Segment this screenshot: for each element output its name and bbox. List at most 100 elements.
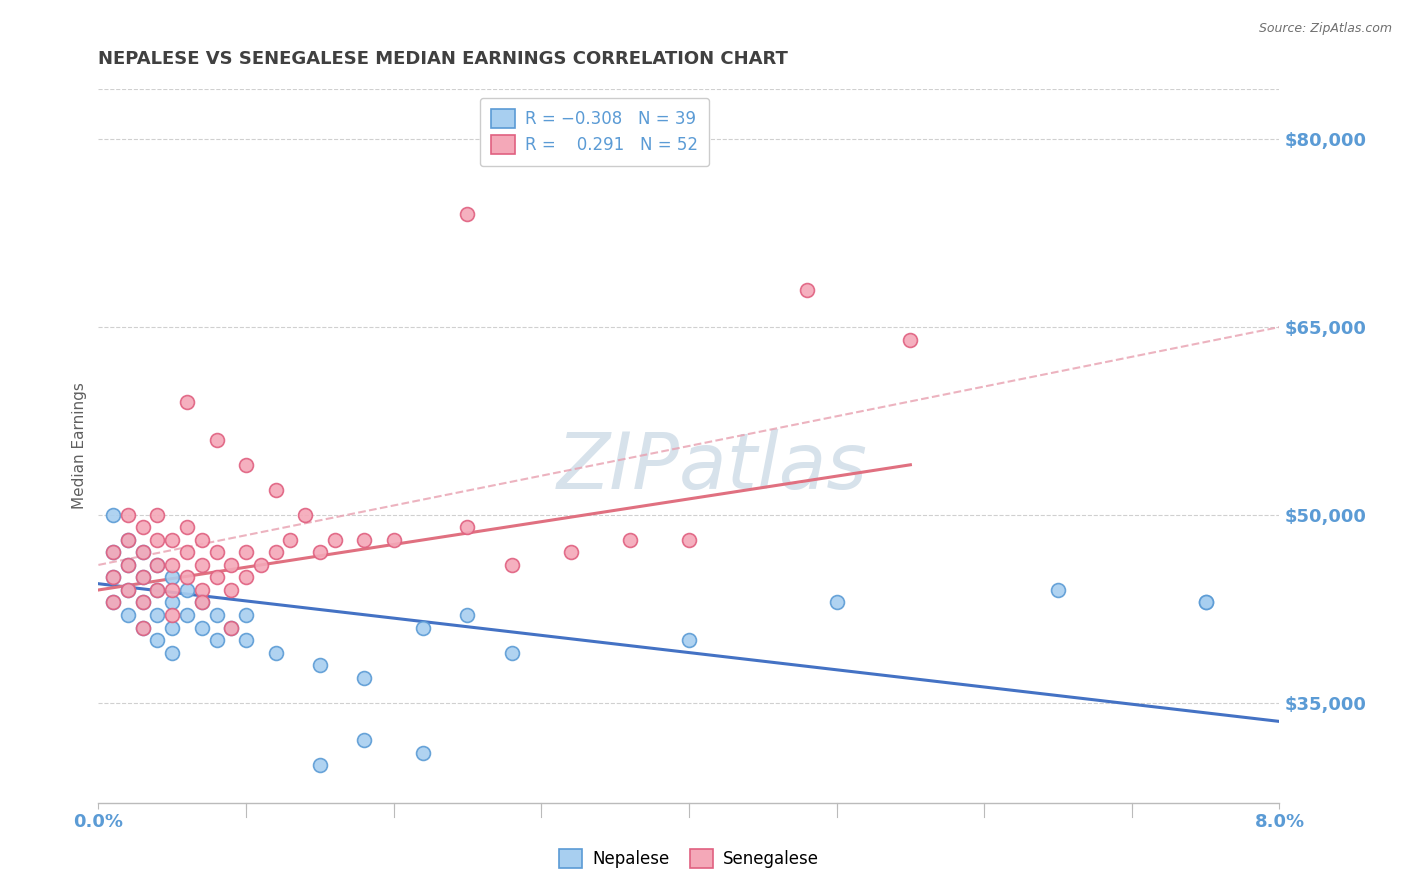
Point bbox=[117, 582, 139, 597]
Point bbox=[162, 570, 183, 584]
Point bbox=[103, 508, 125, 522]
Point bbox=[250, 558, 273, 572]
Point bbox=[501, 646, 523, 660]
Point bbox=[191, 533, 214, 547]
Point bbox=[103, 595, 125, 609]
Point bbox=[103, 570, 125, 584]
Point bbox=[176, 520, 198, 534]
Point bbox=[235, 545, 257, 559]
Point bbox=[146, 533, 169, 547]
Point bbox=[294, 508, 316, 522]
Point bbox=[221, 558, 243, 572]
Point bbox=[162, 646, 183, 660]
Point bbox=[457, 207, 479, 221]
Point bbox=[162, 533, 183, 547]
Point bbox=[176, 582, 198, 597]
Y-axis label: Median Earnings: Median Earnings bbox=[72, 383, 87, 509]
Point bbox=[176, 607, 198, 622]
Text: ZIPatlas: ZIPatlas bbox=[557, 429, 868, 506]
Point bbox=[132, 570, 155, 584]
Point bbox=[309, 545, 332, 559]
Point bbox=[191, 621, 214, 635]
Point bbox=[146, 582, 169, 597]
Legend: Nepalese, Senegalese: Nepalese, Senegalese bbox=[547, 838, 831, 880]
Point bbox=[501, 558, 523, 572]
Point bbox=[264, 545, 287, 559]
Point bbox=[309, 758, 332, 772]
Point bbox=[132, 520, 155, 534]
Point bbox=[264, 646, 287, 660]
Text: NEPALESE VS SENEGALESE MEDIAN EARNINGS CORRELATION CHART: NEPALESE VS SENEGALESE MEDIAN EARNINGS C… bbox=[98, 50, 789, 68]
Point bbox=[457, 520, 479, 534]
Point bbox=[103, 595, 125, 609]
Point bbox=[191, 595, 214, 609]
Point bbox=[117, 582, 139, 597]
Point bbox=[146, 633, 169, 648]
Point bbox=[1046, 582, 1070, 597]
Point bbox=[235, 633, 257, 648]
Point bbox=[191, 595, 214, 609]
Point bbox=[117, 533, 139, 547]
Point bbox=[176, 395, 198, 409]
Point bbox=[280, 533, 302, 547]
Point bbox=[221, 621, 243, 635]
Point bbox=[560, 545, 582, 559]
Point bbox=[412, 621, 434, 635]
Point bbox=[235, 570, 257, 584]
Point bbox=[132, 545, 155, 559]
Point bbox=[205, 433, 228, 447]
Point bbox=[412, 746, 434, 760]
Point bbox=[353, 733, 375, 747]
Point bbox=[205, 633, 228, 648]
Point bbox=[205, 570, 228, 584]
Point bbox=[162, 607, 183, 622]
Point bbox=[235, 607, 257, 622]
Point bbox=[796, 283, 818, 297]
Point bbox=[1195, 595, 1218, 609]
Point bbox=[117, 508, 139, 522]
Point bbox=[146, 558, 169, 572]
Text: Source: ZipAtlas.com: Source: ZipAtlas.com bbox=[1258, 22, 1392, 36]
Point bbox=[132, 621, 155, 635]
Point bbox=[191, 582, 214, 597]
Point bbox=[132, 570, 155, 584]
Point bbox=[146, 582, 169, 597]
Point bbox=[205, 607, 228, 622]
Point bbox=[678, 633, 700, 648]
Point bbox=[146, 508, 169, 522]
Point bbox=[176, 545, 198, 559]
Point bbox=[900, 333, 922, 347]
Point bbox=[103, 545, 125, 559]
Point bbox=[162, 582, 183, 597]
Point bbox=[146, 558, 169, 572]
Point bbox=[221, 582, 243, 597]
Point bbox=[162, 595, 183, 609]
Point bbox=[162, 621, 183, 635]
Point bbox=[132, 545, 155, 559]
Point bbox=[264, 483, 287, 497]
Point bbox=[117, 558, 139, 572]
Point bbox=[619, 533, 641, 547]
Point bbox=[176, 570, 198, 584]
Point bbox=[132, 621, 155, 635]
Point bbox=[146, 607, 169, 622]
Point bbox=[117, 607, 139, 622]
Point bbox=[323, 533, 346, 547]
Point bbox=[132, 595, 155, 609]
Point bbox=[678, 533, 700, 547]
Point bbox=[117, 533, 139, 547]
Point bbox=[132, 595, 155, 609]
Point bbox=[117, 558, 139, 572]
Point bbox=[235, 458, 257, 472]
Point bbox=[205, 545, 228, 559]
Point bbox=[825, 595, 848, 609]
Point bbox=[1195, 595, 1218, 609]
Point bbox=[103, 570, 125, 584]
Point bbox=[309, 658, 332, 673]
Point bbox=[103, 545, 125, 559]
Point bbox=[382, 533, 405, 547]
Point bbox=[162, 558, 183, 572]
Point bbox=[221, 621, 243, 635]
Point bbox=[353, 533, 375, 547]
Point bbox=[457, 607, 479, 622]
